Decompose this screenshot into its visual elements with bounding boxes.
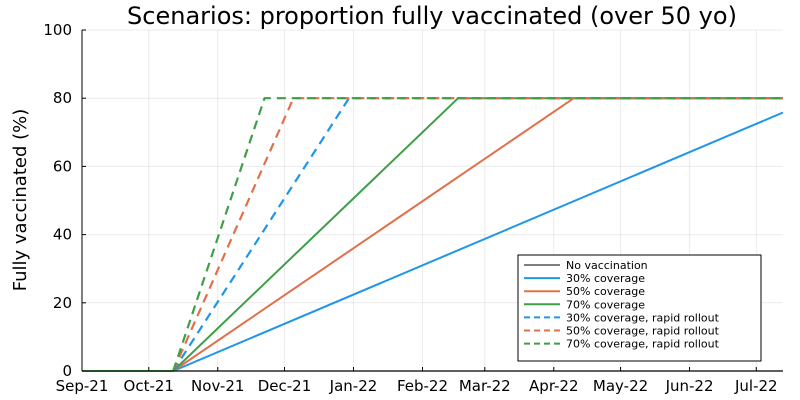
x-tick-label: May-22	[593, 377, 648, 395]
x-tick-label: Mar-22	[459, 377, 511, 395]
x-tick-label: Apr-22	[529, 377, 579, 395]
axes	[81, 29, 783, 372]
legend-label: 50% coverage	[566, 285, 645, 298]
x-tick-label: Sep-21	[56, 377, 109, 395]
legend-label: 70% coverage	[566, 298, 645, 311]
x-tick-label: Jan-22	[329, 377, 378, 395]
legend-label: 70% coverage, rapid rollout	[566, 338, 720, 351]
y-tick-label: 100	[43, 21, 72, 39]
y-tick-label: 60	[53, 157, 72, 175]
x-tick-label: Jun-22	[665, 377, 714, 395]
x-tick-label: Jul-22	[734, 377, 778, 395]
y-tick-label: 40	[53, 226, 72, 244]
legend-label: 30% coverage, rapid rollout	[566, 311, 720, 324]
legend-label: 30% coverage	[566, 272, 645, 285]
x-tick-label: Feb-22	[397, 377, 448, 395]
series-line-7	[172, 97, 783, 372]
x-tick-label: Oct-21	[124, 377, 174, 395]
series-line-5	[172, 97, 783, 372]
y-axis-label: Fully vaccinated (%)	[10, 109, 31, 292]
legend-label: 50% coverage, rapid rollout	[566, 325, 720, 338]
tick-labels: Sep-21 Oct-21 Nov-21 Dec-21 Jan-22 Feb-22 Mar-…	[43, 21, 777, 395]
y-tick-label: 20	[53, 294, 72, 312]
chart-title: Scenarios: proportion fully vaccinated (…	[127, 2, 737, 30]
legend-label: No vaccination	[566, 259, 648, 272]
x-tick-label: Nov-21	[191, 377, 244, 395]
y-tick-label: 0	[62, 362, 72, 380]
y-tick-label: 80	[53, 89, 72, 107]
x-tick-label: Dec-21	[258, 377, 312, 395]
